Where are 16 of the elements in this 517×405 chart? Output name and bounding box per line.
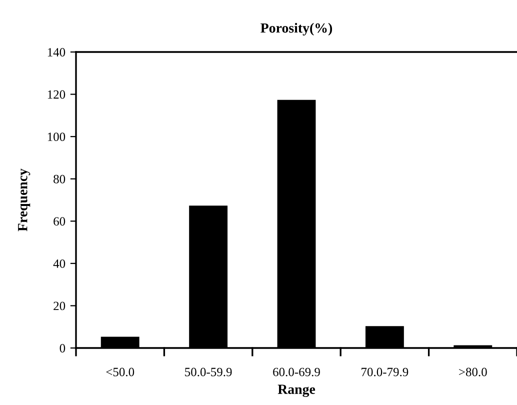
x-tick-label: >80.0 bbox=[459, 368, 487, 376]
x-tick-label: 60.0-69.9 bbox=[273, 368, 320, 376]
y-tick-label: 60 bbox=[54, 217, 66, 226]
x-axis-title: Range bbox=[278, 384, 316, 397]
x-tick-label: <50.0 bbox=[106, 368, 134, 376]
y-tick-label: 120 bbox=[48, 90, 66, 99]
y-tick-label: 100 bbox=[48, 132, 66, 142]
y-tick-label: 140 bbox=[48, 48, 66, 56]
x-tick-label: 50.0-59.9 bbox=[185, 368, 232, 376]
y-tick-label: 0 bbox=[60, 344, 66, 352]
chart-title: Porosity(%) bbox=[260, 22, 332, 36]
y-axis-title: Frequency bbox=[18, 168, 30, 232]
x-tick-label: 70.0-79.9 bbox=[362, 368, 408, 376]
y-tick-label: 20 bbox=[54, 302, 66, 310]
y-tick-label: 80 bbox=[54, 174, 66, 184]
y-tick-label: 40 bbox=[53, 259, 66, 268]
